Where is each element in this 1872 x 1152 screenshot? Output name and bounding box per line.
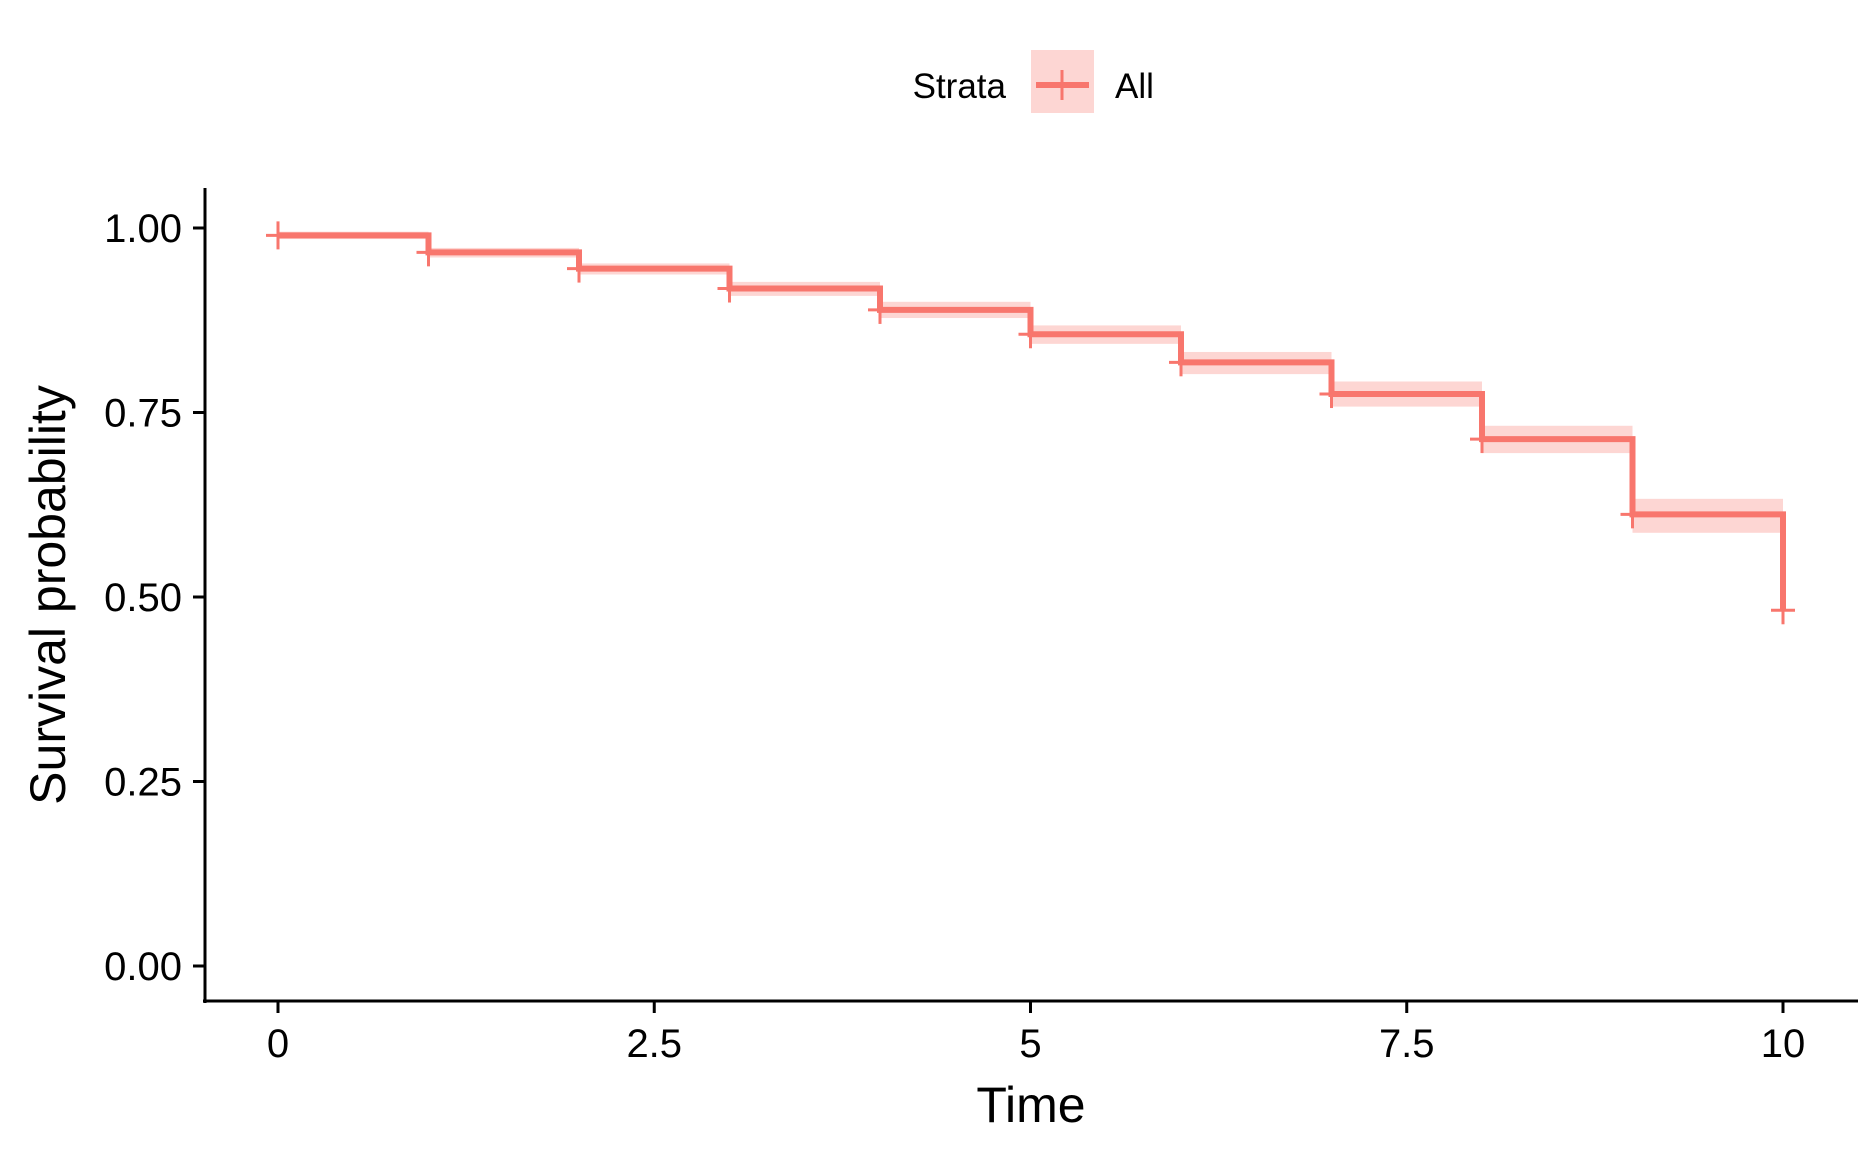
- censor-mark-layer: [266, 221, 1795, 625]
- legend: Strata All: [913, 50, 1154, 113]
- x-tick-label: 7.5: [1379, 1022, 1435, 1066]
- y-axis-title: Survival probability: [20, 385, 76, 805]
- x-tick-label: 5: [1019, 1022, 1041, 1066]
- censor-mark: [1018, 320, 1043, 349]
- x-tick-label: 10: [1761, 1022, 1806, 1066]
- legend-title: Strata: [913, 67, 1007, 106]
- y-tick-label: 1.00: [104, 207, 182, 251]
- y-tick-label: 0.75: [104, 392, 182, 436]
- legend-entry-all: All: [1115, 67, 1154, 106]
- series-all-survival-line: [278, 232, 1786, 611]
- censor-mark: [1620, 500, 1645, 529]
- censor-mark: [1771, 596, 1795, 625]
- y-tick-label: 0.00: [104, 945, 182, 989]
- survival-curve-layer: [278, 232, 1786, 611]
- y-tick-label: 0.25: [104, 761, 182, 805]
- confidence-band-layer: [278, 231, 1783, 533]
- x-tick-label: 0: [267, 1022, 289, 1066]
- x-axis-title: Time: [976, 1077, 1085, 1133]
- censor-mark: [416, 238, 441, 267]
- y-tick-label: 0.50: [104, 576, 182, 620]
- censor-mark: [567, 254, 591, 283]
- censor-mark: [717, 274, 742, 303]
- censor-mark: [868, 295, 892, 324]
- x-axis-ticks: 0 2.5 5 7.5 10: [267, 1001, 1805, 1066]
- axes: 0 2.5 5 7.5 10 0.00 0.25 0.50 0.75 1.00 Time Sur…: [20, 188, 1858, 1133]
- plot-area: [266, 221, 1795, 625]
- censor-mark: [1319, 380, 1344, 409]
- y-axis-ticks: 0.00 0.25 0.50 0.75 1.00: [104, 207, 205, 989]
- x-tick-label: 2.5: [626, 1022, 682, 1066]
- censor-mark: [266, 221, 290, 250]
- censor-mark: [1169, 348, 1193, 377]
- censor-mark: [1470, 425, 1494, 454]
